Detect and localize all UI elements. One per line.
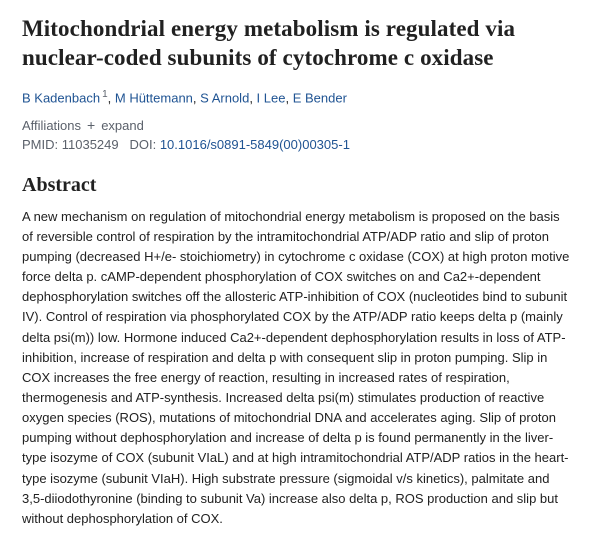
abstract-text: A new mechanism on regulation of mitocho…	[22, 207, 574, 529]
doi-link[interactable]: 10.1016/s0891-5849(00)00305-1	[160, 137, 350, 152]
doi-label: DOI:	[129, 137, 156, 152]
pmid-value: 11035249	[62, 137, 119, 152]
author-link[interactable]: M Hüttemann	[115, 90, 193, 105]
affiliations-row: Affiliations + expand	[22, 118, 574, 133]
plus-icon[interactable]: +	[87, 118, 95, 132]
article-page: Mitochondrial energy metabolism is regul…	[0, 0, 596, 551]
affiliations-label: Affiliations	[22, 118, 81, 133]
article-title: Mitochondrial energy metabolism is regul…	[22, 14, 574, 73]
authors-list: B Kadenbach1, M Hüttemann, S Arnold, I L…	[22, 87, 574, 108]
author-link[interactable]: B Kadenbach	[22, 90, 100, 105]
author-link[interactable]: E Bender	[293, 90, 347, 105]
identifiers-line: PMID: 11035249 DOI: 10.1016/s0891-5849(0…	[22, 137, 574, 152]
author-link[interactable]: S Arnold	[200, 90, 249, 105]
abstract-heading: Abstract	[22, 174, 574, 197]
pmid-label: PMID:	[22, 137, 58, 152]
author-link[interactable]: I Lee	[257, 90, 286, 105]
expand-link[interactable]: expand	[101, 118, 144, 133]
